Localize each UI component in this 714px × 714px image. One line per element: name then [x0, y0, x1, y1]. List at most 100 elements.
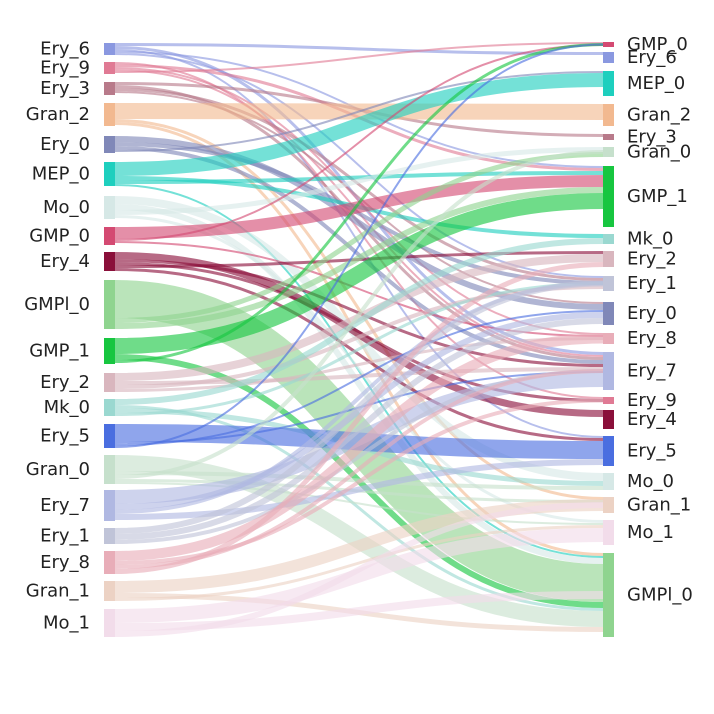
flow-gmp_0-to-gmp_0	[114, 44, 604, 241]
left-node-ery_5	[104, 424, 115, 448]
left-node-label: Gran_2	[26, 104, 90, 125]
left-node-ery_7	[104, 490, 115, 521]
left-node-label: Ery_8	[40, 552, 90, 573]
right-node-label: MEP_0	[627, 73, 685, 94]
right-node-label: Gran_2	[627, 105, 691, 126]
left-node-label: GMP_1	[29, 341, 90, 362]
left-node-ery_4	[104, 252, 115, 271]
right-node-label: Ery_5	[627, 441, 677, 462]
right-node-mo_1	[603, 520, 614, 545]
right-node-ery_9	[603, 397, 614, 404]
flow-mep_0-to-gmp_1	[114, 171, 604, 184]
flow-ery_2-to-ery_1	[114, 285, 604, 389]
left-node-mep_0	[104, 162, 115, 186]
left-node-label: Ery_2	[40, 372, 90, 393]
flow-ery_8-to-ery_8	[114, 333, 604, 561]
flow-ery_7-to-ery_7	[114, 373, 604, 504]
left-node-label: Mk_0	[44, 397, 90, 418]
left-node-gran_0	[104, 455, 115, 484]
left-node-label: Ery_3	[40, 78, 90, 99]
left-node-label: Ery_7	[40, 495, 90, 516]
left-node-column	[104, 43, 115, 637]
flow-ery_0-to-mep_0	[114, 71, 604, 152]
right-node-gran_2	[603, 104, 614, 126]
left-node-gmpl_0	[104, 280, 115, 329]
left-node-label: MEP_0	[32, 164, 90, 185]
flow-ery_5-to-ery_0	[114, 310, 604, 446]
right-node-mk_0	[603, 234, 614, 244]
right-node-gmp_1	[603, 166, 614, 227]
right-node-ery_3	[603, 134, 614, 140]
right-node-label: Ery_7	[627, 361, 677, 382]
right-node-ery_2	[603, 251, 614, 267]
flow-mo_1-to-gran_1	[114, 502, 604, 637]
right-node-label: Ery_6	[627, 47, 677, 68]
flow-mk_0-to-ery_1	[114, 282, 604, 416]
left-node-label: GMP_0	[29, 226, 90, 247]
right-node-mep_0	[603, 71, 614, 96]
flow-ery_1-to-ery_0	[114, 318, 604, 540]
right-node-ery_8	[603, 333, 614, 344]
left-node-label: Ery_0	[40, 134, 90, 155]
right-node-gmpl_0	[603, 553, 614, 637]
left-node-label: Mo_0	[43, 197, 90, 218]
flow-ery_3-to-ery_1	[114, 88, 604, 281]
flow-ery_9-to-gmp_0	[114, 42, 604, 73]
right-node-label: Ery_1	[627, 273, 677, 294]
flow-mk_0-to-mk_0	[114, 238, 604, 405]
right-node-label: Mk_0	[627, 229, 673, 250]
left-node-mk_0	[104, 399, 115, 416]
right-node-label: Gran_1	[627, 495, 691, 516]
right-node-label: Mo_1	[627, 522, 674, 543]
flow-layer	[114, 42, 604, 637]
flow-mo_1-to-mo_1	[114, 528, 604, 623]
left-node-ery_0	[104, 136, 115, 153]
flow-gmpl_0-to-gran_0	[114, 152, 604, 323]
flow-ery_7-to-ery_5	[114, 459, 604, 520]
right-node-ery_0	[603, 302, 614, 325]
left-node-ery_1	[104, 528, 115, 544]
flow-gmp_1-to-gmp_0	[114, 43, 604, 363]
right-node-label: Ery_4	[627, 409, 677, 430]
right-node-label: GMP_0	[627, 34, 688, 55]
right-node-label: Ery_2	[627, 249, 677, 270]
left-node-label: Ery_5	[40, 426, 90, 447]
left-node-label: Ery_1	[40, 526, 90, 547]
flow-gmpl_0-to-gmp_1	[114, 187, 604, 329]
left-node-gran_1	[104, 581, 115, 601]
flow-mep_0-to-mep_0	[114, 73, 604, 176]
left-node-label: GMPl_0	[24, 294, 90, 315]
right-node-ery_6	[603, 52, 614, 63]
flow-ery_5-to-gmp_0	[114, 43, 604, 448]
left-node-label: Mo_1	[43, 613, 90, 634]
left-node-ery_3	[104, 82, 115, 95]
right-node-label: Ery_0	[627, 303, 677, 324]
left-node-label: Gran_0	[26, 459, 90, 480]
right-node-gran_0	[603, 147, 614, 157]
flow-ery_4-to-ery_4	[114, 252, 604, 417]
left-node-label: Ery_4	[40, 251, 90, 272]
left-node-ery_6	[104, 43, 115, 55]
left-node-label: Ery_6	[40, 39, 90, 60]
right-node-label: Ery_3	[627, 127, 677, 148]
flow-ery_6-to-ery_6	[114, 43, 604, 55]
left-node-ery_8	[104, 551, 115, 574]
left-node-mo_1	[104, 609, 115, 637]
right-node-label: Gran_0	[627, 142, 691, 163]
left-node-gmp_1	[104, 338, 115, 364]
left-node-mo_0	[104, 196, 115, 219]
flow-ery_2-to-ery_8	[114, 337, 604, 392]
flow-ery_1-to-ery_1	[114, 280, 604, 534]
right-node-gmp_0	[603, 42, 614, 47]
right-node-gran_1	[603, 497, 614, 513]
left-node-gran_2	[104, 103, 115, 126]
flow-ery_4-to-ery_5	[114, 268, 604, 441]
right-node-ery_5	[603, 436, 614, 466]
right-node-label: Ery_9	[627, 390, 677, 411]
right-node-label: GMP_1	[627, 186, 688, 207]
right-node-label: Ery_8	[627, 328, 677, 349]
right-node-label: GMPl_0	[627, 585, 693, 606]
flow-gmp_1-to-gmp_1	[114, 193, 604, 354]
